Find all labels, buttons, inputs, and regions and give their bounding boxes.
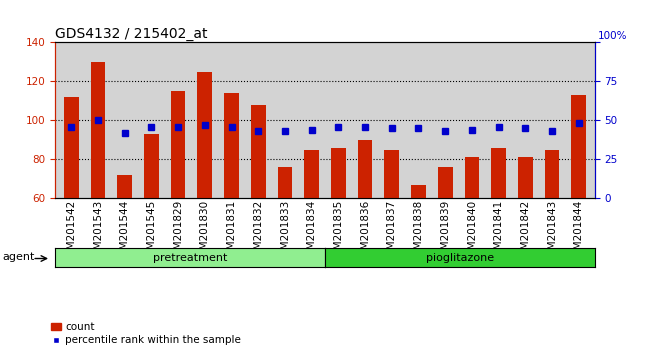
Text: agent: agent bbox=[3, 252, 35, 262]
Bar bbox=[518, 157, 532, 198]
Bar bbox=[545, 149, 560, 198]
Text: GDS4132 / 215402_at: GDS4132 / 215402_at bbox=[55, 27, 208, 41]
Bar bbox=[384, 149, 399, 198]
Bar bbox=[491, 148, 506, 198]
Legend: count, percentile rank within the sample: count, percentile rank within the sample bbox=[51, 322, 241, 345]
Text: pioglitazone: pioglitazone bbox=[426, 252, 494, 263]
Bar bbox=[118, 175, 132, 198]
Text: 100%: 100% bbox=[597, 31, 627, 41]
Bar bbox=[251, 105, 266, 198]
Bar bbox=[438, 167, 452, 198]
Bar bbox=[465, 157, 479, 198]
Bar bbox=[411, 185, 426, 198]
Bar bbox=[278, 167, 292, 198]
Bar bbox=[331, 148, 346, 198]
Bar bbox=[90, 62, 105, 198]
Bar bbox=[571, 95, 586, 198]
Bar bbox=[144, 134, 159, 198]
Bar bbox=[198, 72, 212, 198]
Text: pretreatment: pretreatment bbox=[153, 252, 228, 263]
Bar bbox=[64, 97, 79, 198]
Bar bbox=[171, 91, 185, 198]
Bar bbox=[358, 140, 372, 198]
Bar bbox=[224, 93, 239, 198]
Bar bbox=[304, 149, 319, 198]
